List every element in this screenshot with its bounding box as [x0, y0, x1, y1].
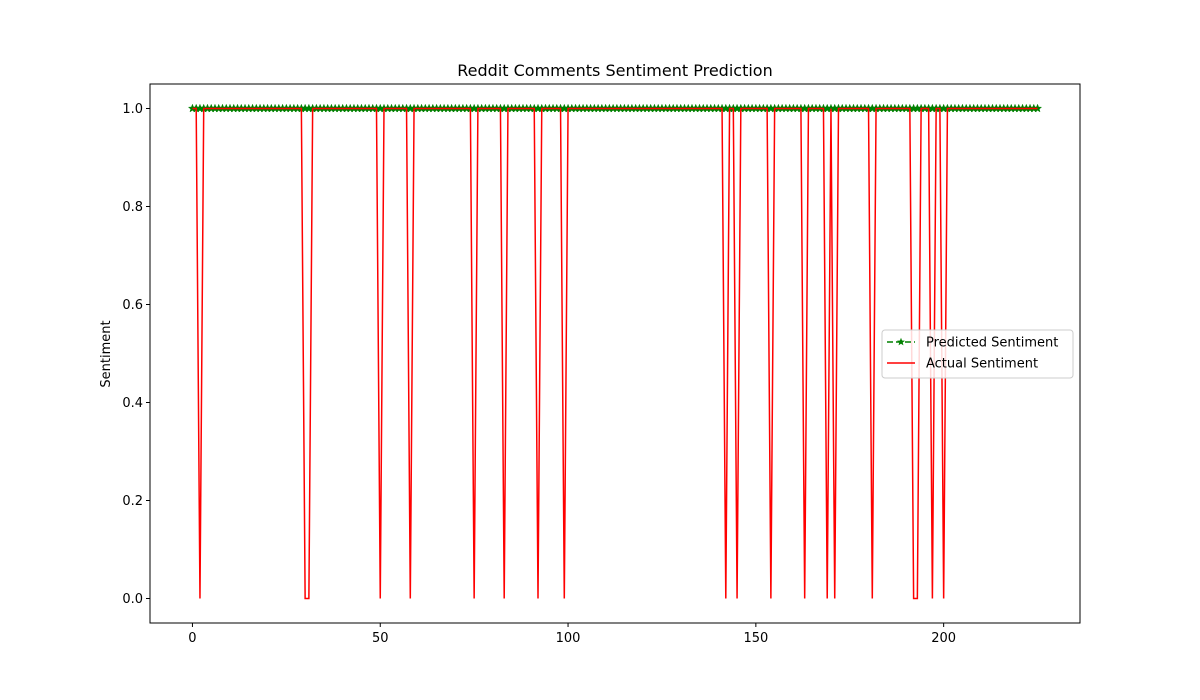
- x-tick-label: 0: [188, 631, 196, 646]
- y-tick-label: 0.0: [122, 592, 143, 607]
- y-tick-label: 0.6: [122, 298, 143, 313]
- legend-predicted-label: Predicted Sentiment: [926, 336, 1058, 351]
- plot-frame: [149, 83, 1081, 624]
- chart-title: Reddit Comments Sentiment Prediction: [457, 61, 772, 80]
- y-tick-label: 0.8: [122, 200, 143, 215]
- legend-predicted-marker: [897, 337, 905, 346]
- legend: Predicted Sentiment Actual Sentiment: [881, 329, 1074, 379]
- x-tick-label: 200: [931, 631, 956, 646]
- y-tick-label: 0.2: [122, 494, 143, 509]
- x-tick-label: 100: [556, 631, 581, 646]
- plot-area: 0 50 100 150 200 0.0 0.2 0.4 0.6 0.8 1.0: [122, 83, 1081, 646]
- y-axis-label: Sentiment: [99, 320, 114, 387]
- legend-actual-label: Actual Sentiment: [926, 357, 1038, 372]
- y-tick-label: 1.0: [122, 102, 143, 117]
- x-tick-label: 150: [743, 631, 768, 646]
- y-tick-label: 0.4: [122, 396, 143, 411]
- legend-box: [881, 329, 1074, 379]
- x-tick-label: 50: [372, 631, 389, 646]
- series-actual-line: [192, 107, 1038, 600]
